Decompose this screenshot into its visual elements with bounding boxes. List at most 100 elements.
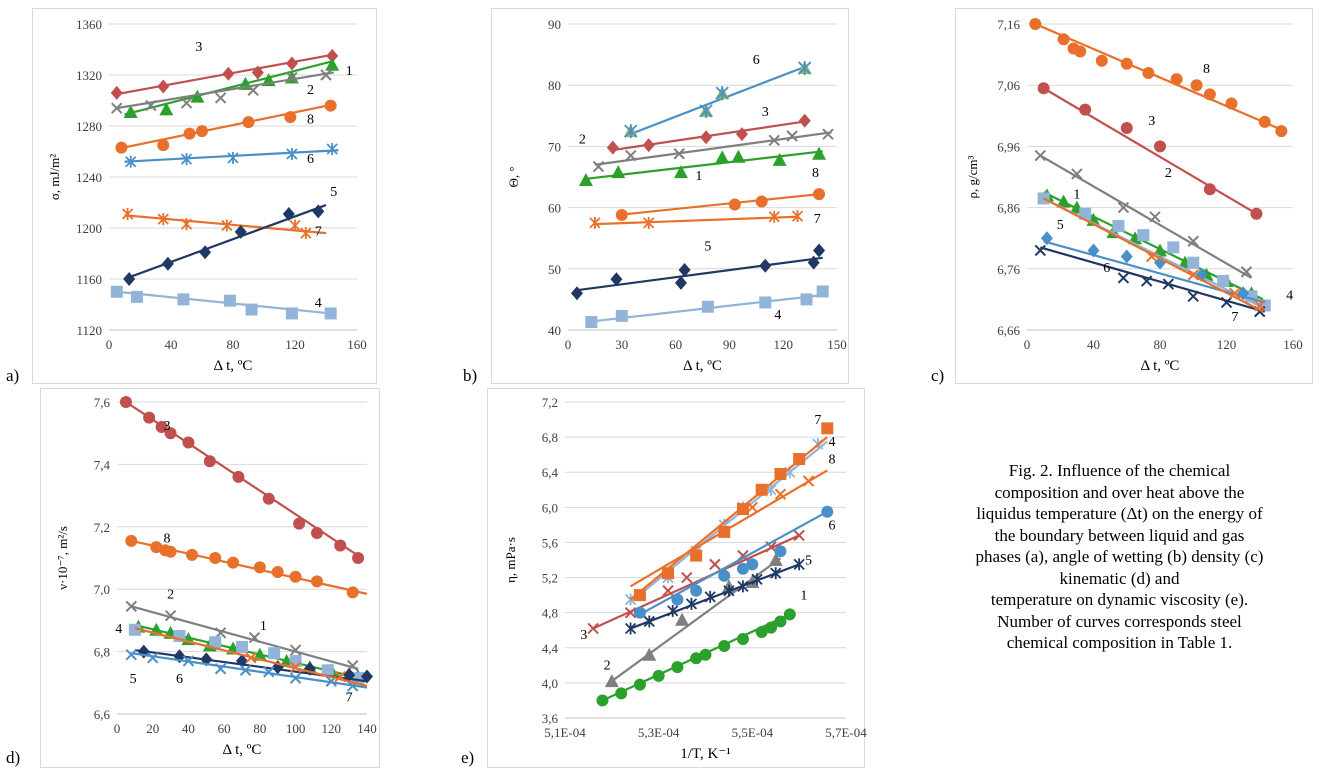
chart-panel-c: 6,66 6,76 6,86 6,96 7,06 7,16 0 40 80 120 160 Δ t, … xyxy=(955,8,1313,384)
trendline-1 xyxy=(585,150,823,180)
y-tick-label: 1160 xyxy=(76,272,102,287)
y-tick-label: 5,2 xyxy=(542,571,558,586)
data-point-8 xyxy=(1095,54,1108,67)
data-point-4 xyxy=(321,664,334,677)
data-point-5 xyxy=(759,258,772,273)
trendline-8 xyxy=(1034,22,1286,133)
data-point-3 xyxy=(311,527,323,540)
series-7 xyxy=(589,210,804,229)
data-point-6 xyxy=(746,558,759,571)
series-8 xyxy=(125,534,368,599)
data-point-1 xyxy=(123,104,138,118)
curve-label-1: 1 xyxy=(346,64,353,79)
data-point-8 xyxy=(802,475,815,487)
curve-label-7: 7 xyxy=(814,413,821,428)
trendline-6 xyxy=(626,65,806,137)
series-1 xyxy=(578,146,827,187)
data-point-3 xyxy=(326,48,339,63)
data-point-3 xyxy=(157,79,170,94)
data-point-3 xyxy=(164,427,177,440)
data-point-3 xyxy=(222,66,235,81)
data-point-3 xyxy=(203,455,216,468)
data-point-8 xyxy=(755,195,768,208)
data-point-6 xyxy=(182,655,195,667)
data-point-7 xyxy=(300,227,312,240)
data-point-1 xyxy=(615,687,628,700)
trendline-7 xyxy=(594,215,798,226)
data-point-7 xyxy=(589,216,601,229)
y-tick-label: 7,0 xyxy=(94,582,110,597)
data-point-5 xyxy=(1117,272,1130,284)
y-tick-label: 50 xyxy=(548,262,561,277)
data-point-4 xyxy=(800,293,813,306)
data-point-2 xyxy=(1149,211,1161,223)
data-point-8 xyxy=(324,99,337,112)
curve-label-8: 8 xyxy=(164,531,171,546)
data-point-7 xyxy=(1145,250,1158,263)
x-tick-label: 20 xyxy=(146,721,159,736)
data-point-6 xyxy=(1087,243,1100,258)
data-point-2 xyxy=(289,644,302,656)
x-tick-label: 80 xyxy=(253,721,266,736)
y-tick-label: 7,2 xyxy=(542,395,558,410)
y-tick-label: 40 xyxy=(548,323,561,338)
series-2 xyxy=(125,600,359,672)
data-point-5 xyxy=(610,272,623,287)
data-point-6 xyxy=(286,148,298,161)
data-point-1 xyxy=(652,669,665,682)
chart-c-svg: 6,66 6,76 6,86 6,96 7,06 7,16 0 40 80 120 160 Δ t, … xyxy=(955,8,1313,384)
data-point-7 xyxy=(774,467,787,480)
data-point-4 xyxy=(585,316,598,329)
curve-label-6: 6 xyxy=(307,152,314,167)
y-tick-label: 6,66 xyxy=(997,323,1020,338)
data-point-6 xyxy=(326,142,338,155)
data-point-6 xyxy=(774,545,787,558)
data-point-3 xyxy=(293,517,306,530)
data-point-2 xyxy=(247,84,259,97)
y-tick-label: 1240 xyxy=(76,170,102,185)
data-point-8 xyxy=(1142,66,1155,79)
data-point-2 xyxy=(214,92,227,104)
data-point-3 xyxy=(1154,140,1166,153)
data-point-1 xyxy=(731,149,746,163)
data-point-8 xyxy=(1275,125,1288,138)
curve-label-6: 6 xyxy=(1103,261,1110,276)
data-point-6 xyxy=(147,652,159,664)
x-tick-label: 120 xyxy=(322,721,342,736)
data-point-6 xyxy=(633,606,646,619)
data-point-5 xyxy=(674,275,687,290)
data-point-3 xyxy=(232,470,245,483)
data-point-6 xyxy=(736,562,749,575)
data-point-2 xyxy=(625,149,637,162)
x-tick-label: 30 xyxy=(615,337,628,352)
y-tick-label: 6,0 xyxy=(542,500,558,515)
data-point-4 xyxy=(1187,256,1200,269)
data-point-4 xyxy=(245,303,258,316)
data-point-3 xyxy=(352,552,365,564)
x-tick-label: 5,3E-04 xyxy=(638,725,680,740)
series-8 xyxy=(615,188,826,221)
data-point-3 xyxy=(262,492,275,505)
y-tick-label: 1200 xyxy=(76,221,102,236)
curve-label-4: 4 xyxy=(828,435,835,450)
data-point-1 xyxy=(718,640,731,653)
data-point-8 xyxy=(284,111,297,124)
data-point-6 xyxy=(718,569,731,582)
data-point-5 xyxy=(173,649,186,664)
data-point-4 xyxy=(285,307,298,320)
y-tick-label: 4,4 xyxy=(542,641,559,656)
trendline-5 xyxy=(576,256,823,292)
x-tick-label: 0 xyxy=(1024,337,1031,352)
x-tick-label: 40 xyxy=(182,721,195,736)
data-point-6 xyxy=(1040,231,1053,246)
data-point-2 xyxy=(822,128,834,140)
data-point-1 xyxy=(578,173,593,187)
data-point-1 xyxy=(755,625,768,638)
x-tick-label: 90 xyxy=(723,337,736,352)
data-point-1 xyxy=(736,633,749,645)
data-point-1 xyxy=(783,608,796,621)
data-point-8 xyxy=(1074,45,1087,58)
curve-label-4: 4 xyxy=(315,296,322,311)
data-point-2 xyxy=(673,148,685,160)
curve-label-2: 2 xyxy=(307,83,314,98)
